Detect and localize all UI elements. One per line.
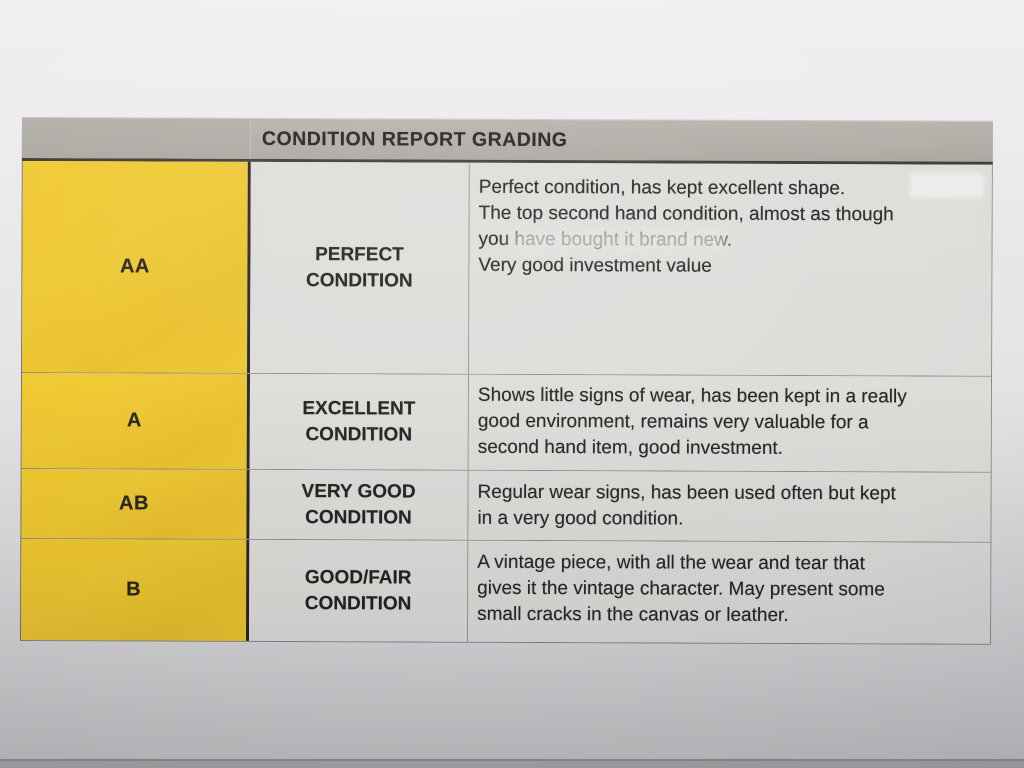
table-body: AA PERFECT CONDITION Perfect condition, … (19, 160, 993, 645)
table-row-ab: AB VERY GOOD CONDITION Regular wear sign… (21, 468, 991, 542)
condition-label-cell: GOOD/FAIR CONDITION (248, 539, 469, 642)
grade-value: B (126, 578, 142, 601)
grade-value: A (126, 409, 142, 432)
grade-cell: AB (21, 469, 250, 539)
description-paragraph: Perfect condition, has kept excellent sh… (478, 176, 846, 200)
photo-light-smudge (509, 226, 730, 256)
condition-label-line: EXCELLENT (302, 397, 416, 420)
description-paragraph: Very good investment value (478, 254, 712, 277)
condition-label-line: VERY GOOD (301, 480, 416, 503)
table-row-b: B GOOD/FAIR CONDITION A vintage piece, w… (20, 538, 991, 644)
description-cell: Regular wear signs, has been used often … (468, 470, 991, 542)
condition-label-line: CONDITION (305, 423, 413, 446)
header-title-cell: CONDITION REPORT GRADING (251, 119, 993, 162)
grade-cell: A (21, 373, 251, 469)
grade-value: AA (119, 255, 150, 278)
table-title: CONDITION REPORT GRADING (261, 127, 568, 151)
condition-label-line: GOOD/FAIR (304, 566, 412, 588)
condition-label-line: CONDITION (305, 506, 412, 528)
whiteout-patch (909, 172, 984, 199)
grade-cell: B (20, 539, 250, 641)
description-paragraph: Regular wear signs, has been used often … (477, 481, 896, 530)
description-paragraph: A vintage piece, with all the wear and t… (477, 551, 885, 626)
table-row-a: A EXCELLENT CONDITION Shows little signs… (21, 372, 992, 472)
header-empty-cell (21, 117, 251, 159)
condition-grading-table: CONDITION REPORT GRADING AA PERFECT COND… (19, 117, 993, 645)
paper-bottom-edge (0, 759, 1024, 768)
grade-cell: AA (22, 161, 251, 373)
description-cell: Shows little signs of wear, has been kep… (468, 374, 992, 472)
table-header-row: CONDITION REPORT GRADING (21, 117, 993, 165)
grade-value: AB (119, 492, 149, 515)
table-row-aa: AA PERFECT CONDITION Perfect condition, … (22, 161, 992, 376)
condition-label-line: CONDITION (306, 269, 413, 292)
description-paragraph: Shows little signs of wear, has been kep… (477, 384, 907, 459)
description-cell: A vintage piece, with all the wear and t… (467, 540, 991, 644)
condition-label-line: PERFECT (315, 243, 404, 265)
condition-label-cell: VERY GOOD CONDITION (249, 469, 469, 540)
description-cell: Perfect condition, has kept excellent sh… (469, 162, 992, 376)
condition-label-line: CONDITION (304, 592, 412, 614)
condition-label-cell: EXCELLENT CONDITION (249, 373, 470, 470)
condition-label-cell: PERFECT CONDITION (250, 161, 470, 374)
